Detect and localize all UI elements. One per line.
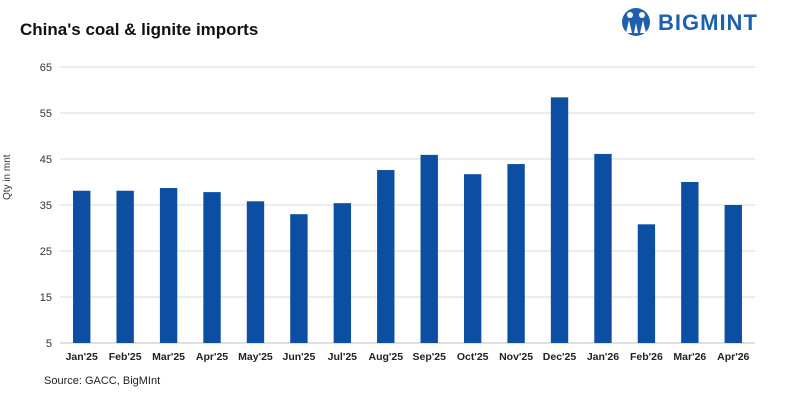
bar-may25	[246, 201, 265, 343]
x-tick-label: May'25	[238, 351, 273, 363]
bars	[73, 97, 742, 343]
bar-nov25	[507, 164, 525, 343]
chart-title: China's coal & lignite imports	[20, 20, 259, 39]
bar-apr26	[724, 205, 742, 343]
bar-feb25	[116, 190, 134, 343]
x-tick-label: Mar'26	[673, 351, 706, 363]
x-tick-label: Mar'25	[152, 351, 185, 363]
x-tick-label: Dec'25	[543, 351, 577, 363]
y-tick-label: 35	[40, 200, 52, 212]
x-tick-label: Jun'25	[282, 351, 315, 363]
x-tick-label: Jul'25	[328, 351, 358, 363]
bar-mar25	[159, 187, 178, 343]
bar-jan26	[594, 153, 612, 343]
x-tick-label: Feb'26	[630, 351, 663, 363]
x-tick-labels: Jan'25 Feb'25 Mar'25 Apr'25 May'25 Jun'25 Jul'…	[66, 351, 750, 363]
bar-jun25	[290, 214, 308, 343]
bigmint-logo: BIGMINT	[622, 8, 758, 36]
bigmint-logo-icon	[622, 8, 650, 36]
y-tick-label: 55	[40, 108, 52, 120]
x-tick-label: Apr'25	[196, 351, 228, 363]
source-note: Source: GACC, BigMInt	[44, 375, 161, 387]
bar-aug25	[377, 170, 395, 343]
x-tick-label: Nov'25	[499, 351, 533, 363]
bar-oct25	[463, 174, 482, 343]
y-tick-label: 65	[40, 62, 52, 74]
bar-jan25	[73, 190, 91, 343]
x-tick-label: Jan'25	[66, 351, 98, 363]
y-tick-label: 15	[40, 292, 52, 304]
x-tick-label: Apr'26	[717, 351, 749, 363]
y-tick-label: 5	[46, 338, 52, 350]
bar-apr25	[203, 192, 221, 343]
x-tick-label: Jan'26	[587, 351, 619, 363]
y-tick-labels: 5 15 25 35 45 55 65	[40, 62, 52, 350]
bar-sep25	[420, 154, 438, 343]
x-tick-label: Aug'25	[368, 351, 403, 363]
x-tick-label: Feb'25	[109, 351, 142, 363]
x-tick-label: Oct'25	[457, 351, 489, 363]
bar-jul25	[333, 203, 352, 343]
y-tick-label: 25	[40, 246, 52, 258]
bar-mar26	[681, 182, 699, 343]
brand-name: BIGMINT	[658, 10, 758, 35]
y-tick-label: 45	[40, 154, 52, 166]
bar-feb26	[637, 224, 656, 343]
x-tick-label: Sep'25	[413, 351, 447, 363]
bar-dec25	[550, 97, 569, 343]
